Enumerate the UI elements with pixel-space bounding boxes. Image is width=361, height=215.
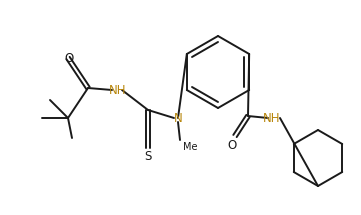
Text: Me: Me bbox=[183, 142, 197, 152]
Text: NH: NH bbox=[109, 83, 127, 97]
Text: O: O bbox=[227, 139, 236, 152]
Text: O: O bbox=[64, 52, 74, 65]
Text: S: S bbox=[144, 150, 152, 163]
Text: N: N bbox=[174, 112, 182, 124]
Text: NH: NH bbox=[263, 112, 281, 124]
